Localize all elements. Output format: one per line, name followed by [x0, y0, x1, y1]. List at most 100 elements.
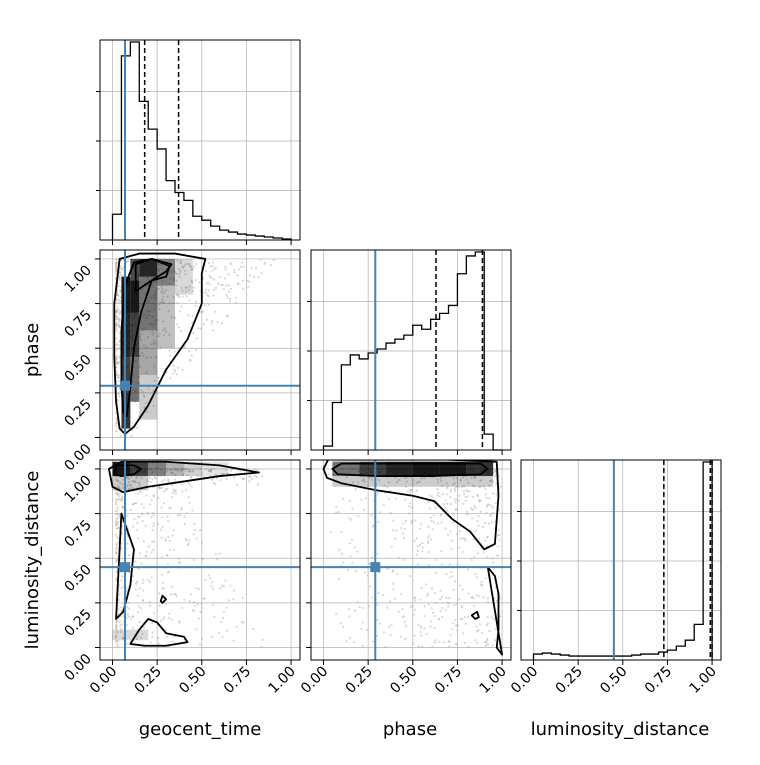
sample-point-geocent-distance	[116, 536, 119, 539]
sample-point-phase-distance	[455, 602, 458, 606]
density-cell-geocent-phase-8	[139, 258, 158, 277]
sample-point-phase-distance	[464, 495, 467, 499]
sample-point-geocent-distance	[121, 497, 124, 500]
sample-point-geocent-phase	[217, 282, 220, 285]
sample-point-geocent-distance	[115, 628, 118, 632]
sample-point-phase-distance	[445, 596, 448, 600]
sample-point-phase-distance	[338, 548, 341, 552]
sample-point-geocent-phase	[191, 267, 194, 271]
sample-point-phase-distance	[450, 539, 453, 542]
sample-point-geocent-phase	[181, 289, 184, 292]
panel-frame-geocent-phase	[99, 249, 301, 451]
sample-point-geocent-phase	[141, 390, 145, 393]
sample-point-geocent-distance	[161, 486, 164, 490]
sample-point-geocent-distance	[142, 589, 145, 592]
sample-point-phase-distance	[455, 485, 458, 489]
sample-point-geocent-distance	[129, 508, 132, 512]
sample-point-geocent-distance	[150, 576, 153, 579]
sample-point-geocent-phase	[241, 279, 244, 282]
sample-point-geocent-phase	[145, 402, 148, 405]
sample-point-phase-distance	[348, 541, 352, 545]
sample-point-geocent-distance	[209, 470, 213, 473]
sample-point-phase-distance	[329, 531, 332, 534]
sample-point-geocent-distance	[192, 533, 195, 536]
sample-point-geocent-distance	[121, 495, 124, 498]
sample-point-phase-distance	[353, 609, 356, 612]
sample-point-geocent-distance	[197, 588, 201, 591]
sample-point-geocent-distance	[187, 496, 190, 499]
sample-point-geocent-phase	[115, 417, 118, 420]
sample-point-geocent-phase	[211, 261, 215, 264]
sample-point-geocent-distance	[220, 620, 223, 624]
sample-point-geocent-distance	[165, 470, 168, 473]
sample-point-phase-distance	[493, 597, 496, 600]
density-cell-phase-distance-3	[412, 461, 440, 477]
sample-point-geocent-distance	[141, 599, 144, 602]
sample-point-phase-distance	[362, 508, 366, 511]
sample-point-geocent-phase	[169, 377, 172, 380]
sample-point-geocent-phase	[173, 368, 176, 371]
sample-point-geocent-distance	[115, 621, 118, 624]
sample-point-phase-distance	[452, 512, 455, 515]
sample-point-geocent-distance	[139, 607, 142, 610]
sample-point-geocent-distance	[178, 561, 181, 564]
sample-point-geocent-distance	[115, 498, 118, 501]
sample-point-phase-distance	[427, 550, 430, 554]
sample-point-geocent-distance	[177, 557, 181, 560]
sample-point-geocent-distance	[131, 525, 134, 528]
sample-point-geocent-distance	[169, 507, 172, 510]
sample-point-phase-distance	[428, 494, 431, 497]
sample-point-phase-distance	[347, 568, 350, 571]
sample-point-phase-distance	[452, 483, 455, 486]
sample-point-phase-distance	[364, 571, 367, 574]
histogram-geocent_time	[111, 41, 292, 240]
sample-point-phase-distance	[421, 476, 424, 479]
sample-point-phase-distance	[417, 623, 420, 627]
sample-point-phase-distance	[394, 497, 397, 500]
sample-point-geocent-distance	[127, 615, 131, 618]
sample-point-geocent-distance	[203, 475, 206, 478]
sample-point-geocent-distance	[135, 582, 138, 585]
sample-point-geocent-distance	[176, 514, 180, 517]
sample-point-phase-distance	[421, 550, 424, 553]
sample-point-geocent-distance	[136, 611, 140, 614]
sample-point-phase-distance	[436, 494, 439, 497]
sample-point-phase-distance	[440, 521, 443, 524]
sample-point-geocent-phase	[213, 278, 216, 281]
sample-point-geocent-phase	[142, 354, 145, 357]
sample-point-geocent-phase	[226, 315, 229, 318]
sample-point-geocent-distance	[151, 636, 154, 639]
sample-point-geocent-phase	[118, 279, 121, 282]
sample-point-geocent-distance	[116, 527, 119, 530]
sample-point-phase-distance	[413, 634, 416, 637]
sample-point-phase-distance	[458, 598, 461, 601]
sample-point-geocent-distance	[115, 639, 118, 642]
sample-point-phase-distance	[453, 482, 456, 485]
sample-point-phase-distance	[438, 495, 441, 498]
sample-point-geocent-phase	[162, 333, 165, 336]
sample-point-phase-distance	[454, 618, 457, 622]
sample-point-phase-distance	[486, 535, 489, 539]
sample-point-geocent-phase	[247, 286, 250, 289]
sample-point-geocent-distance	[127, 602, 130, 605]
sample-point-geocent-distance	[222, 585, 225, 588]
sample-point-geocent-phase	[168, 349, 171, 352]
sample-point-geocent-distance	[125, 642, 128, 646]
sample-point-phase-distance	[431, 645, 434, 649]
sample-point-geocent-phase	[137, 415, 141, 418]
sample-point-phase-distance	[386, 567, 389, 571]
sample-point-phase-distance	[480, 478, 483, 482]
sample-point-geocent-phase	[189, 359, 192, 362]
contour-geocent-distance-4	[159, 594, 167, 604]
sample-point-geocent-distance	[128, 607, 131, 610]
sample-point-phase-distance	[485, 496, 488, 499]
sample-point-geocent-distance	[167, 616, 171, 619]
sample-point-geocent-distance	[157, 496, 160, 499]
sample-point-phase-distance	[475, 625, 478, 628]
sample-point-phase-distance	[459, 479, 462, 482]
sample-point-geocent-distance	[205, 467, 208, 471]
sample-point-geocent-distance	[149, 480, 152, 483]
sample-point-phase-distance	[473, 555, 476, 558]
sample-point-phase-distance	[431, 611, 435, 614]
